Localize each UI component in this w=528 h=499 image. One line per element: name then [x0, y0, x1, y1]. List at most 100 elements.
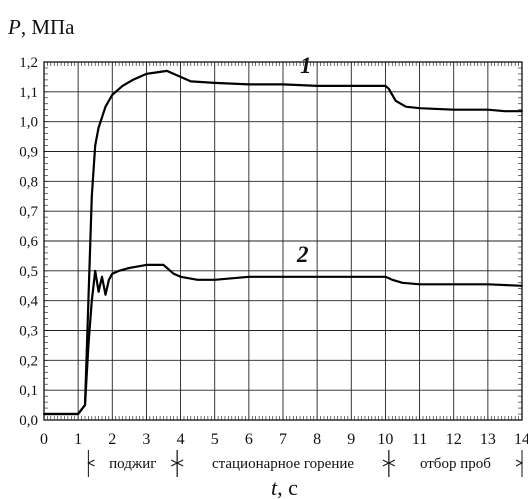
series-1-point-7	[97, 126, 100, 129]
series-1-point-29	[486, 108, 489, 111]
x-tick-label-12: 12	[446, 431, 462, 448]
series-group	[43, 69, 523, 416]
series-1-label: 1	[300, 53, 312, 78]
series-2-point-16	[169, 269, 172, 272]
series-2-point-19	[196, 278, 199, 281]
series-2-point-24	[350, 275, 353, 278]
y-tick-label-10: 1,0	[19, 115, 38, 131]
series-1-point-15	[172, 73, 175, 75]
series-2-point-1	[60, 413, 62, 415]
y-tick-label-4: 0,4	[19, 294, 38, 310]
phase-label-0: поджиг	[109, 456, 156, 472]
y-tick-label-11: 1,1	[19, 85, 38, 101]
phase-arrow-left-0	[87, 459, 95, 467]
phase-annotations: поджиг стационарное горение отбор проб	[87, 450, 524, 477]
series-2-point-9	[104, 293, 107, 296]
series-1-point-17	[189, 80, 192, 83]
x-axis-symbol: t	[271, 475, 278, 499]
series-2-point-0	[43, 413, 45, 415]
series-1-point-13	[155, 71, 158, 74]
x-axis-unit: , с	[277, 475, 298, 499]
y-tick-label-12: 1,2	[19, 55, 38, 71]
series-2-point-31	[521, 284, 523, 287]
series-2-point-25	[384, 275, 387, 278]
series-1-point-23	[384, 84, 387, 87]
x-tick-label-4: 4	[177, 431, 185, 448]
series-2-point-21	[247, 275, 250, 278]
x-tick-label-0: 0	[40, 431, 48, 448]
series-1-point-16	[179, 76, 182, 78]
series-1-point-26	[405, 105, 407, 108]
x-tick-label-14: 14	[514, 431, 528, 448]
x-axis-label: t, с	[271, 475, 298, 499]
phase-label-2: отбор проб	[420, 456, 491, 472]
series-1-point-28	[452, 108, 455, 111]
series-1-point-8	[104, 105, 107, 108]
series-2-point-11	[111, 272, 114, 275]
series-1-point-14	[166, 70, 168, 72]
series-2-point-23	[316, 275, 319, 278]
y-tick-label-1: 0,1	[19, 383, 38, 399]
series-1-point-4	[87, 299, 90, 302]
series-1-point-5	[90, 195, 93, 198]
series-1-point-31	[521, 110, 523, 113]
series-line-2	[44, 263, 523, 416]
series-2-label: 2	[296, 242, 309, 267]
grid-lines	[44, 62, 522, 420]
series-2-point-29	[452, 283, 455, 286]
y-tick-label-3: 0,3	[19, 324, 38, 340]
series-1-point-30	[504, 110, 506, 113]
x-tick-label-11: 11	[412, 431, 427, 448]
x-tick-label-1: 1	[74, 431, 82, 448]
series-2-point-30	[486, 283, 489, 286]
series-1-point-12	[145, 73, 148, 75]
y-tick-label-9: 0,9	[19, 145, 38, 161]
series-2-point-3	[84, 404, 86, 406]
series-1-point-18	[213, 81, 216, 84]
y-tick-label-6: 0,6	[19, 234, 38, 250]
x-tick-label-10: 10	[377, 431, 393, 448]
series-1-point-21	[316, 84, 319, 87]
series-line-1	[44, 69, 522, 416]
series-1-point-22	[350, 84, 353, 87]
x-tick-label-9: 9	[347, 431, 355, 448]
series-2-point-17	[172, 272, 175, 275]
phase-label-1: стационарное горение	[212, 456, 354, 472]
y-tick-label-8: 0,8	[19, 174, 38, 190]
series-1-point-6	[94, 144, 97, 147]
series-1-point-9	[111, 93, 114, 96]
series-1-point-11	[131, 79, 134, 81]
phase-arrow-left-2	[387, 459, 396, 467]
series-2-point-5	[90, 299, 93, 302]
y-axis-symbol: P	[7, 15, 21, 39]
phase-arrow-right-2	[515, 459, 524, 467]
y-axis-label: P, МПа	[7, 15, 75, 39]
y-axis-unit: , МПа	[21, 15, 75, 39]
series-2-point-22	[282, 275, 284, 278]
series-2-point-27	[401, 281, 404, 284]
series-2-point-6	[94, 269, 97, 272]
x-tick-label-2: 2	[108, 431, 116, 448]
y-tick-label-0: 0,0	[19, 413, 38, 429]
x-tick-label-7: 7	[279, 431, 287, 448]
y-tick-label-2: 0,2	[19, 353, 38, 369]
series-1-point-25	[394, 99, 397, 102]
series-2-point-4	[87, 344, 90, 347]
x-tick-label-13: 13	[480, 431, 496, 448]
series-2-point-18	[179, 275, 182, 278]
phase-arrow-left-1	[176, 459, 184, 467]
series-1-point-24	[387, 87, 390, 90]
series-2-point-28	[418, 283, 421, 286]
series-2-point-13	[128, 266, 131, 269]
series-1-point-27	[418, 107, 421, 110]
y-tick-label-7: 0,7	[19, 204, 38, 220]
series-2-point-10	[107, 278, 110, 281]
x-tick-label-8: 8	[313, 431, 321, 448]
series-2-point-7	[97, 290, 100, 293]
x-tick-label-3: 3	[142, 431, 150, 448]
tick-labels: 0,0 0,1 0,2 0,3 0,4 0,5 0,6 0,7 0,8 0,9 1,0 1,1 1,2 0…	[19, 55, 528, 448]
series-1-point-20	[282, 83, 284, 86]
series-2-point-14	[145, 263, 148, 266]
series-1-point-10	[121, 84, 124, 87]
